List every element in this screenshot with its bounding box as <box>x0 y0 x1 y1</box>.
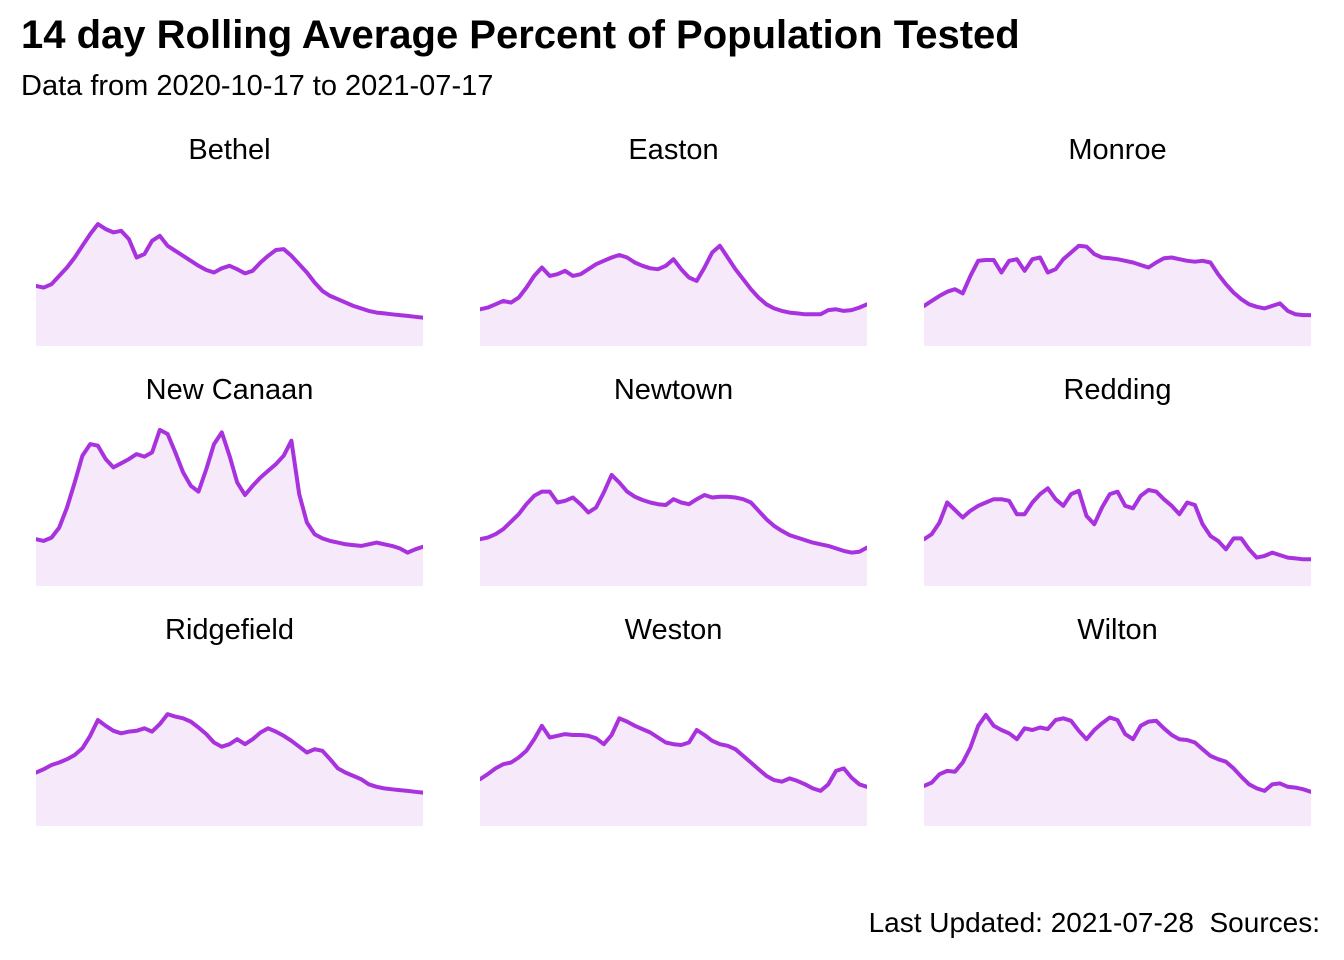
trend-line <box>36 711 423 795</box>
page-subtitle: Data from 2020-10-17 to 2021-07-17 <box>21 70 494 102</box>
trend-line <box>36 221 423 320</box>
facet-panel-weston: Weston <box>480 613 867 826</box>
area-chart <box>36 711 423 826</box>
area-chart <box>480 716 867 826</box>
trend-line <box>36 427 423 555</box>
facet-title: Ridgefield <box>165 613 294 646</box>
area-fill <box>480 718 867 826</box>
small-multiples-grid: Bethel Easton Monroe New Canaan Newtown Reddi… <box>36 133 1311 826</box>
area-fill <box>480 245 867 346</box>
area-chart <box>924 486 1311 586</box>
page-title: 14 day Rolling Average Percent of Popula… <box>21 13 1020 57</box>
trend-line <box>480 472 867 555</box>
facet-title: Wilton <box>1077 613 1158 646</box>
area-chart <box>480 472 867 586</box>
report-page: 14 day Rolling Average Percent of Popula… <box>0 12 1344 960</box>
area-chart <box>924 712 1311 826</box>
area-chart <box>924 243 1311 346</box>
facet-title: Newtown <box>613 373 734 406</box>
facet-panel-wilton: Wilton <box>924 613 1311 826</box>
trend-line <box>480 716 867 793</box>
facet-panel-bethel: Bethel <box>36 133 423 346</box>
area-chart <box>480 243 867 346</box>
facet-title: Easton <box>628 133 719 166</box>
facet-panel-easton: Easton <box>480 133 867 346</box>
trend-line <box>924 243 1311 317</box>
footer-sources: Last Updated: 2021-07-28 Sources: COVID-… <box>0 840 1344 960</box>
facet-panel-ridgefield: Ridgefield <box>36 613 423 826</box>
facet-panel-monroe: Monroe <box>924 133 1311 346</box>
area-fill <box>924 488 1311 586</box>
trend-line <box>480 243 867 317</box>
area-chart <box>36 427 423 586</box>
area-fill <box>36 223 423 346</box>
footer-line-updated: Last Updated: 2021-07-28 Sources: <box>868 906 1320 938</box>
area-fill <box>36 429 423 586</box>
facet-panel-redding: Redding <box>924 373 1311 586</box>
area-fill <box>36 713 423 826</box>
area-fill <box>924 714 1311 826</box>
facet-title: Weston <box>624 613 723 646</box>
facet-title: Redding <box>1063 373 1172 406</box>
facet-panel-new-canaan: New Canaan <box>36 373 423 586</box>
facet-title: Bethel <box>188 133 271 166</box>
facet-title: Monroe <box>1068 133 1167 166</box>
facet-panel-newtown: Newtown <box>480 373 867 586</box>
facet-title: New Canaan <box>145 373 314 406</box>
area-chart <box>36 221 423 346</box>
trend-line <box>924 712 1311 794</box>
trend-line <box>924 486 1311 562</box>
